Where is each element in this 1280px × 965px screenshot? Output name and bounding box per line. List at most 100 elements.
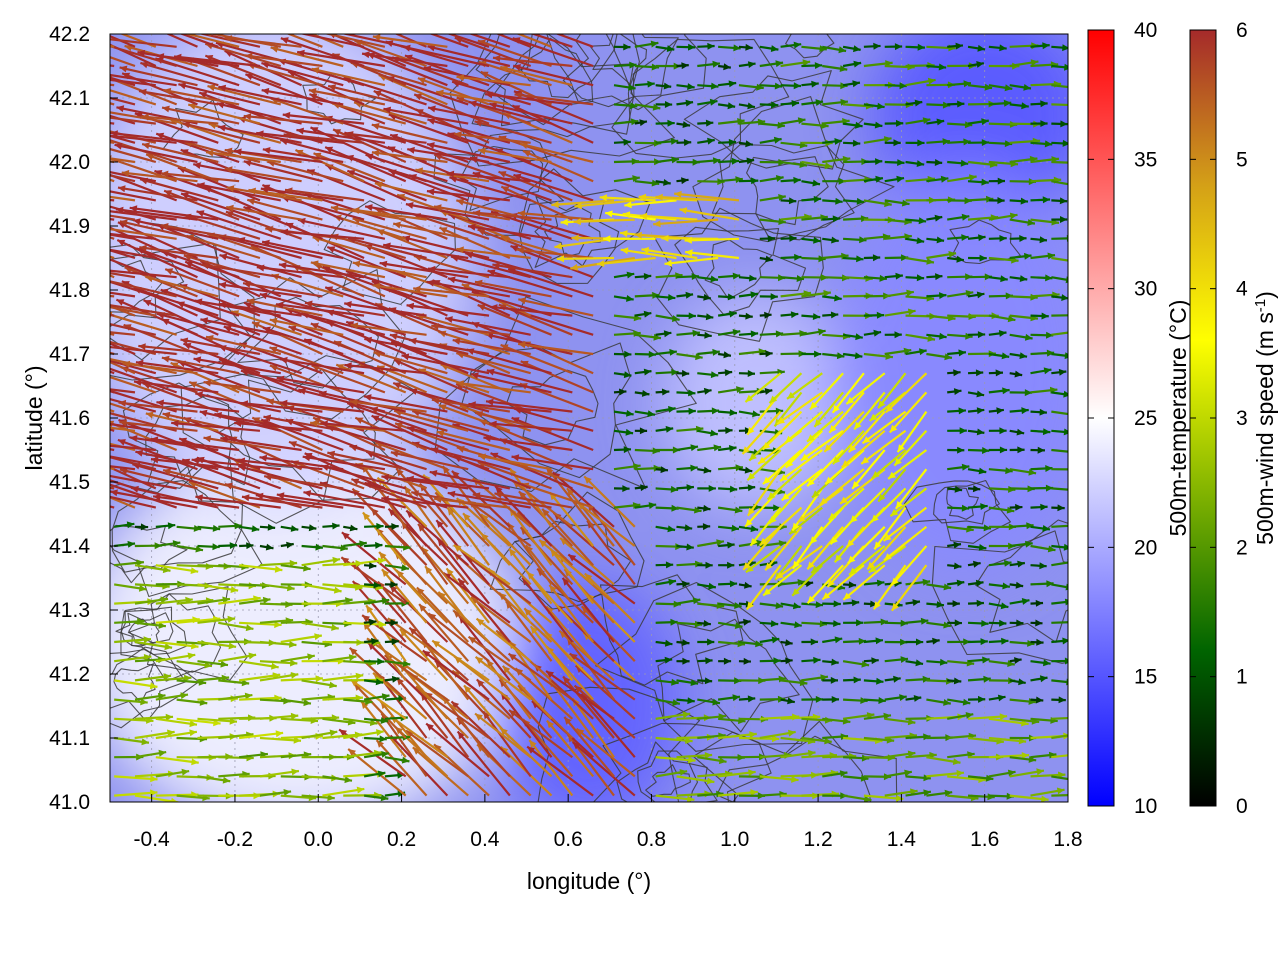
wind-vector-head (40, 213, 48, 220)
wind-vector-shaft (1051, 622, 1075, 623)
wind-vector (27, 110, 114, 124)
wind-vector-head (77, 270, 85, 277)
wind-vector-head (1069, 312, 1076, 319)
wind-vector-head (54, 380, 62, 387)
wind-vector-head (35, 476, 43, 483)
wind-vector-head (35, 299, 43, 306)
temperature-region-2 (663, 292, 848, 512)
wind-vector-head (79, 332, 87, 339)
wind-vector-head (82, 454, 90, 460)
wind-vector-head (101, 136, 109, 143)
wind-vector-head (96, 343, 104, 350)
wind-vector-shaft (39, 317, 114, 335)
wind-vector-head (1066, 276, 1074, 283)
wind-vector-head (1073, 329, 1081, 336)
wind-vector-head (1075, 731, 1083, 738)
wind-vector-shaft (26, 191, 114, 200)
wind-vector-head (93, 266, 101, 273)
wind-vector-shaft (1051, 238, 1074, 239)
wind-vector-head (99, 409, 107, 416)
wind-vector-head (101, 225, 109, 232)
wind-vector-head (1070, 181, 1078, 188)
wind-vector (38, 130, 114, 143)
wind-vector-head (58, 322, 66, 328)
wind-vector-shaft (44, 247, 114, 277)
wind-vector-shaft (1051, 162, 1079, 163)
wind-vector-head (38, 130, 46, 137)
wind-vector-shaft (43, 235, 114, 258)
wind-vector-head (1072, 159, 1079, 166)
wind-vector-head (40, 147, 48, 154)
wind-vector-head (26, 189, 33, 196)
wind-vector-head (1070, 411, 1078, 418)
wind-vector-head (80, 122, 88, 129)
wind-vector-head (84, 367, 92, 374)
wind-vector-head (1068, 448, 1076, 455)
wind-vector-shaft (1051, 795, 1080, 796)
wind-vector-head (98, 480, 106, 487)
wind-vector-head (77, 315, 85, 322)
wind-vector-shaft (35, 301, 114, 316)
wind-vector-head (1066, 584, 1074, 591)
wind-vector-head (94, 385, 102, 392)
wind-vector-head (103, 356, 111, 363)
wind-vector-head (1069, 466, 1076, 473)
wind-vector-head (99, 277, 107, 284)
wind-vector (39, 315, 114, 335)
wind-vector-head (1066, 679, 1074, 686)
wind-vector-head (98, 170, 106, 177)
wind-vector-head (1065, 599, 1073, 606)
wind-vector-head (62, 387, 70, 394)
wind-vector-head (1069, 776, 1077, 783)
wind-vector-head (1068, 619, 1075, 626)
wind-vector-head (68, 181, 76, 188)
wind-vector-head (88, 131, 96, 138)
wind-vector-head (95, 207, 103, 214)
wind-vector-shaft (1051, 525, 1076, 526)
wind-vector-head (57, 205, 65, 212)
wind-vector-head (1076, 714, 1083, 721)
wind-vector-head (1069, 522, 1076, 529)
wind-vector-head (56, 262, 64, 269)
wind-vector-head (101, 109, 109, 116)
wind-vector-head (102, 224, 110, 230)
wind-vector-head (63, 431, 71, 438)
wind-vector-head (76, 196, 84, 203)
wind-vector-head (36, 343, 44, 350)
wind-vector-head (1074, 258, 1082, 265)
wind-vector (44, 247, 114, 277)
wind-vector (26, 189, 114, 201)
wind-vector (42, 449, 114, 470)
wind-vector-head (33, 485, 41, 492)
wind-vector-head (80, 139, 88, 146)
wind-vector-head (75, 242, 83, 249)
plot-area (26, 0, 1156, 875)
wind-vector-head (90, 470, 98, 477)
wind-vector-head (27, 110, 35, 117)
wind-vector-head (38, 332, 46, 339)
wind-vector-head (56, 324, 64, 331)
wind-vector-head (1073, 792, 1080, 799)
wind-vector-head (77, 447, 85, 454)
wind-vector-head (79, 247, 87, 254)
wind-vector-head (52, 461, 60, 468)
wind-vector-head (67, 439, 75, 446)
wind-vector-shaft (42, 450, 114, 469)
wind-vector-head (1068, 486, 1075, 493)
wind-vector-head (50, 118, 58, 125)
wind-vector-shaft (557, 258, 614, 259)
wind-vector-head (27, 206, 35, 213)
wind-vector-head (97, 301, 105, 308)
wind-vector-head (39, 315, 47, 322)
wind-vector-shaft (1051, 717, 1083, 718)
wind-vector-head (74, 388, 82, 395)
wind-vector-shaft (27, 112, 114, 123)
wind-vector-head (91, 451, 99, 458)
wind-vector-head (47, 456, 55, 463)
wind-vector-head (36, 287, 44, 294)
wind-vector-shaft (38, 132, 114, 142)
wind-vector-head (77, 111, 85, 118)
wind-vector-head (44, 247, 52, 253)
wind-vector-head (99, 364, 107, 371)
